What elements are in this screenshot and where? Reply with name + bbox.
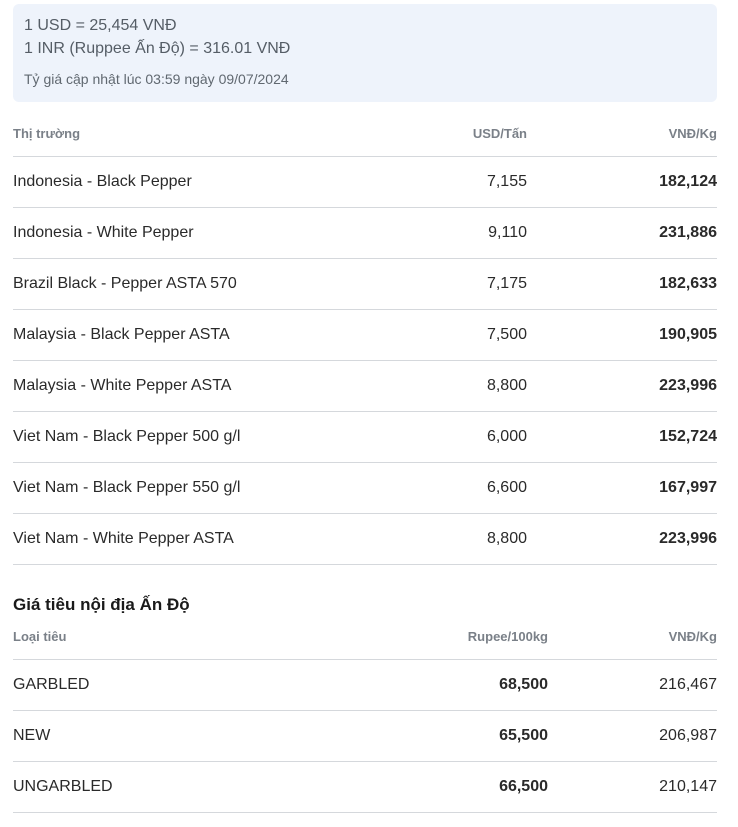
rate-update-time: Tỷ giá cập nhật lúc 03:59 ngày 09/07/202… (24, 71, 289, 87)
vnd-price: 182,124 (527, 156, 717, 208)
usd-price: 7,500 (393, 309, 527, 361)
table-row: Indonesia - Black Pepper 7,155 182,124 (13, 156, 717, 208)
header-rupee-per-100kg: Rupee/100kg (393, 629, 548, 660)
india-section-title: Giá tiêu nội địa Ấn Độ (13, 595, 190, 614)
market-name: Indonesia - Black Pepper (13, 156, 393, 208)
header-usd-per-ton: USD/Tấn (393, 126, 527, 157)
header-vnd-per-kg: VNĐ/Kg (527, 126, 717, 157)
vnd-price: 210,147 (548, 761, 717, 813)
header-pepper-type: Loại tiêu (13, 629, 393, 660)
exchange-rate-box: 1 USD = 25,454 VNĐ 1 INR (Ruppee Ấn Độ) … (13, 4, 717, 102)
market-name: Indonesia - White Pepper (13, 207, 393, 259)
market-name: Viet Nam - Black Pepper 550 g/l (13, 462, 393, 514)
usd-price: 6,600 (393, 462, 527, 514)
vnd-price: 231,886 (527, 207, 717, 259)
pepper-type: UNGARBLED (13, 761, 393, 813)
market-name: Malaysia - White Pepper ASTA (13, 360, 393, 412)
table-row: UNGARBLED 66,500 210,147 (13, 761, 717, 813)
usd-price: 6,000 (393, 411, 527, 463)
table-header-row: Loại tiêu Rupee/100kg VNĐ/Kg (13, 629, 717, 660)
usd-rate: 1 USD = 25,454 VNĐ (24, 17, 177, 34)
market-name: Viet Nam - White Pepper ASTA (13, 513, 393, 565)
world-pepper-price-table: Thị trường USD/Tấn VNĐ/Kg Indonesia - Bl… (13, 126, 717, 565)
table-row: Indonesia - White Pepper 9,110 231,886 (13, 207, 717, 259)
table-row: Viet Nam - Black Pepper 500 g/l 6,000 15… (13, 411, 717, 463)
vnd-price: 182,633 (527, 258, 717, 310)
usd-price: 7,155 (393, 156, 527, 208)
table-header-row: Thị trường USD/Tấn VNĐ/Kg (13, 126, 717, 157)
rupee-price: 65,500 (393, 710, 548, 762)
table-row: Malaysia - Black Pepper ASTA 7,500 190,9… (13, 309, 717, 361)
table-row: NEW 65,500 206,987 (13, 710, 717, 762)
market-name: Brazil Black - Pepper ASTA 570 (13, 258, 393, 310)
usd-price: 9,110 (393, 207, 527, 259)
usd-price: 7,175 (393, 258, 527, 310)
pepper-type: GARBLED (13, 659, 393, 711)
header-market: Thị trường (13, 126, 393, 157)
inr-rate: 1 INR (Ruppee Ấn Độ) = 316.01 VNĐ (24, 40, 291, 57)
rupee-price: 68,500 (393, 659, 548, 711)
vnd-price: 167,997 (527, 462, 717, 514)
vnd-price: 190,905 (527, 309, 717, 361)
header-vnd-per-kg: VNĐ/Kg (548, 629, 717, 660)
vnd-price: 223,996 (527, 513, 717, 565)
rupee-price: 66,500 (393, 761, 548, 813)
vnd-price: 152,724 (527, 411, 717, 463)
table-row: Viet Nam - White Pepper ASTA 8,800 223,9… (13, 513, 717, 565)
vnd-price: 223,996 (527, 360, 717, 412)
table-row: GARBLED 68,500 216,467 (13, 659, 717, 711)
vnd-price: 206,987 (548, 710, 717, 762)
usd-price: 8,800 (393, 360, 527, 412)
table-row: Brazil Black - Pepper ASTA 570 7,175 182… (13, 258, 717, 310)
pepper-type: NEW (13, 710, 393, 762)
vnd-price: 216,467 (548, 659, 717, 711)
usd-price: 8,800 (393, 513, 527, 565)
market-name: Malaysia - Black Pepper ASTA (13, 309, 393, 361)
india-pepper-price-table: Loại tiêu Rupee/100kg VNĐ/Kg GARBLED 68,… (13, 629, 717, 813)
market-name: Viet Nam - Black Pepper 500 g/l (13, 411, 393, 463)
pepper-price-widget: 1 USD = 25,454 VNĐ 1 INR (Ruppee Ấn Độ) … (13, 4, 717, 813)
table-row: Malaysia - White Pepper ASTA 8,800 223,9… (13, 360, 717, 412)
table-row: Viet Nam - Black Pepper 550 g/l 6,600 16… (13, 462, 717, 514)
